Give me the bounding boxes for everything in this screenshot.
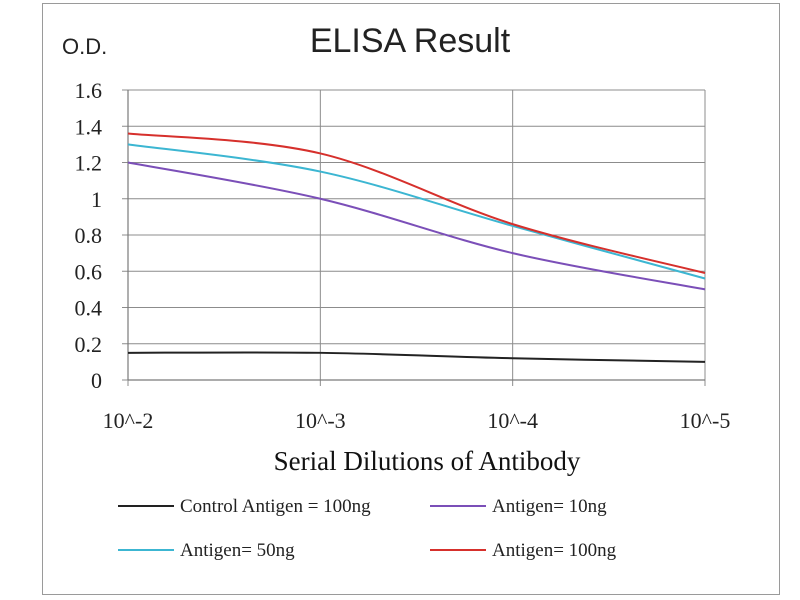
y-tick-label: 0.4 [75,296,103,321]
legend-label-4: Antigen= 100ng [492,540,617,561]
y-tick-label: 0.8 [75,223,103,248]
legend-label-2: Antigen= 10ng [492,496,607,517]
x-tick-label: 10^-3 [295,408,346,433]
x-tick-label: 10^-5 [680,408,731,433]
y-tick-label: 1 [91,187,102,212]
legend: Control Antigen = 100ng Antigen= 10ng Anti… [118,496,617,561]
y-axis-label: O.D. [62,34,107,59]
x-axis-label: Serial Dilutions of Antibody [274,446,581,476]
tick-labels: 0 0.2 0.4 0.6 0.8 1 1.2 1.4 1.6 10^-2 10^-3 10^-4 10… [75,78,731,433]
y-tick-label: 1.4 [75,114,103,139]
y-tick-label: 0.2 [75,332,103,357]
chart-title: ELISA Result [310,22,511,60]
series-line-1 [127,351,706,363]
x-tick-label: 10^-2 [103,408,154,433]
grid [122,89,706,386]
y-tick-label: 0.6 [75,259,103,284]
y-tick-label: 0 [91,368,102,393]
series-lines [127,132,706,363]
legend-label-3: Antigen= 50ng [180,540,295,561]
series-line-4 [127,132,706,275]
series-line-2 [127,161,706,291]
legend-label-1: Control Antigen = 100ng [180,496,371,517]
x-tick-label: 10^-4 [487,408,538,433]
chart-frame [42,3,780,595]
series-line-3 [127,143,706,280]
y-tick-label: 1.6 [75,78,103,103]
y-tick-label: 1.2 [75,151,103,176]
